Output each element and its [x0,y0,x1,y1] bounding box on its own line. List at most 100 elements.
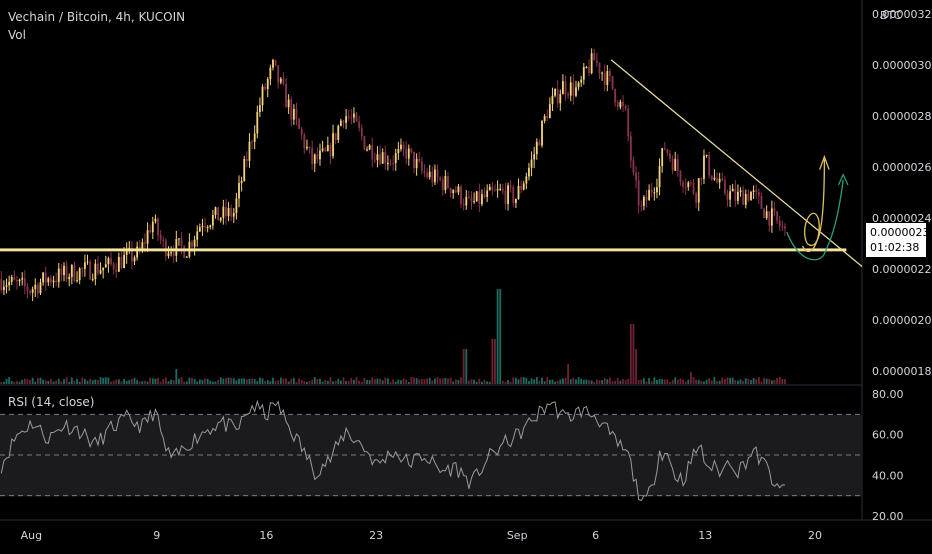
volume-bar [689,372,692,384]
candle-body [266,79,269,89]
volume-bar [559,379,562,384]
volume-bar [381,380,384,384]
candle-body [339,120,342,126]
candle-body [366,149,368,151]
candle-body [149,230,152,233]
candle-body [676,159,679,172]
candle-body [308,146,311,148]
rsi-line [0,399,785,502]
candle-body [467,197,470,199]
candle-body [389,163,392,165]
volume-bar [548,379,551,384]
volume-bar [308,380,311,384]
candle-body [522,183,525,190]
candle-body [410,148,413,152]
candle-body [201,226,204,228]
candle-body [334,133,337,141]
candle-body [81,268,84,270]
volume-bar [708,378,711,384]
candle-body [89,261,92,280]
volume-bar [512,377,515,384]
candle-body [353,113,355,118]
candle-body [431,171,434,183]
candle-body [347,116,350,118]
volume-bar [141,381,144,384]
candle-body [123,254,125,269]
candle-body [614,89,617,103]
candle-body [663,148,666,150]
candle-body [117,256,120,272]
volume-bar [473,379,476,384]
volume-bar [609,377,611,384]
volume-bar [329,377,332,384]
candle-body [73,265,76,281]
volume-bar [561,378,564,384]
candle-body [130,247,133,262]
candle-body [598,62,601,74]
candle-body [692,182,695,194]
volume-bar [637,379,640,384]
volume-bar [245,379,248,384]
volume-bar [337,378,340,384]
candle-body [60,268,63,276]
candle-body [695,193,698,203]
volume-bar [716,380,718,384]
volume-bar [63,379,65,384]
candle-body [420,161,423,171]
candle-body [65,265,68,280]
volume-bar [170,379,173,384]
candle-body [133,257,136,262]
volume-bar [444,377,447,384]
candle-body [298,118,301,129]
volume-bar [784,379,786,384]
candle-body [386,163,389,165]
candle-body [413,151,415,169]
candle-body [483,194,486,197]
candle-body [392,163,395,165]
candle-body [232,213,235,217]
candle-body [324,148,327,152]
volume-bar [504,381,507,384]
candle-body [31,289,34,293]
candle-body [162,239,165,241]
candle-body [345,116,348,123]
candle-body [44,272,47,283]
volume-bar [648,377,651,384]
volume-bar [747,378,750,384]
candle-body [97,263,99,274]
volume-bar [89,378,92,384]
volume-bar [763,377,765,384]
volume-bar [219,377,222,384]
candle-body [569,82,572,96]
candle-body [726,193,729,200]
price-tick-label: 0.00000300 [872,59,932,72]
volume-bar [232,378,235,384]
candle-body [436,169,439,178]
volume-bar [507,380,509,384]
volume-bar [60,381,63,384]
candle-body [572,82,575,96]
price-tick-label: 0.00000240 [872,212,932,225]
candle-body [204,226,206,228]
candle-body [642,196,645,206]
volume-bar [569,379,572,384]
candle-body [52,280,55,283]
candle-body [538,141,541,146]
volume-bar [217,379,220,384]
volume-bar [554,381,556,384]
annotation-lines [0,59,863,267]
price-tick-label: 0.00000260 [872,161,932,174]
candle-body [585,66,588,68]
volume-bar [55,380,58,384]
volume-bar [251,378,253,384]
volume-bar [449,377,452,384]
candle-body [321,148,324,151]
candle-body [313,154,316,164]
volume-bar [303,381,306,384]
projection-yellow-path [806,159,826,246]
candle-body [342,120,345,123]
candle-body [588,66,590,74]
candle-body [211,215,214,226]
volume-bar [710,380,713,384]
